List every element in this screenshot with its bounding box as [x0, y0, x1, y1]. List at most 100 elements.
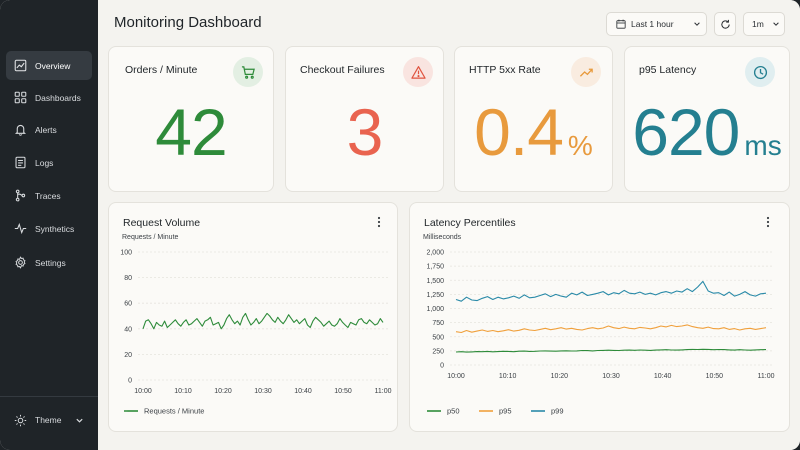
legend-label: Requests / Minute	[144, 407, 204, 416]
y-tick-label: 0	[440, 363, 444, 370]
y-tick-label: 20	[124, 352, 132, 359]
series-line-p99	[455, 280, 767, 302]
y-axis-label: Milliseconds	[423, 234, 462, 241]
x-tick-label: 10:10	[174, 388, 192, 395]
y-tick-label: 1,750	[426, 264, 444, 271]
stat-value: 0.4%	[455, 99, 612, 165]
pulse-icon	[14, 222, 27, 235]
sidebar-item-logs[interactable]: Logs	[6, 148, 92, 177]
y-tick-label: 60	[124, 301, 132, 308]
legend-label: p50	[447, 407, 460, 416]
x-tick-label: 10:40	[294, 388, 312, 395]
sidebar-item-label: Overview	[35, 60, 71, 71]
stat-value: 620 ms	[625, 99, 789, 165]
sidebar-item-label: Traces	[35, 190, 61, 201]
chevron-down-icon	[773, 22, 779, 26]
stat-number: 0.4	[474, 95, 564, 169]
cart-icon	[241, 65, 255, 79]
theme-label: Theme	[35, 415, 62, 425]
line-chart-icon	[14, 59, 27, 72]
stat-icon-badge	[571, 57, 601, 87]
sidebar-item-label: Dashboards	[35, 92, 81, 103]
chart-title: Latency Percentiles	[424, 217, 516, 229]
y-tick-label: 250	[432, 348, 444, 355]
x-tick-label: 10:30	[254, 388, 272, 395]
sidebar-item-alerts[interactable]: Alerts	[6, 115, 92, 144]
stat-card-orders: Orders / Minute 42	[108, 46, 274, 192]
interval-select[interactable]: 1m	[743, 12, 785, 36]
sidebar-item-label: Alerts	[35, 124, 57, 135]
y-tick-label: 40	[124, 326, 132, 333]
chevron-down-icon	[694, 22, 700, 26]
y-tick-label: 100	[120, 250, 132, 257]
latency-percentiles-card: Latency Percentiles	[409, 202, 790, 432]
refresh-button[interactable]	[714, 12, 736, 36]
x-tick-label: 10:50	[334, 388, 352, 395]
request-volume-card: Request Volume	[108, 202, 398, 432]
stat-icon-badge	[403, 57, 433, 87]
chart-title: Request Volume	[123, 217, 201, 229]
refresh-icon	[720, 19, 730, 29]
stat-icon-badge	[745, 57, 775, 87]
x-tick-label: 11:00	[758, 373, 775, 380]
sidebar-item-overview[interactable]: Overview	[6, 51, 92, 80]
time-range-label: Last 1 hour	[631, 19, 674, 29]
sidebar-item-label: Settings	[35, 257, 66, 268]
sun-icon	[14, 414, 27, 426]
sidebar-item-traces[interactable]: Traces	[6, 181, 92, 210]
legend-label: p95	[499, 407, 512, 416]
gear-icon	[15, 256, 26, 269]
request-volume-chart: Requests / Minute 0 20 40 60 80 100 10:00 10:10 1…	[120, 234, 775, 416]
x-tick-label: 10:20	[214, 388, 232, 395]
stat-card-http-5xx: HTTP 5xx Rate 0.4%	[454, 46, 613, 192]
interval-label: 1m	[752, 19, 764, 29]
x-tick-label: 10:10	[499, 373, 517, 380]
stat-number: 620	[632, 95, 740, 169]
theme-toggle[interactable]: Theme	[6, 407, 92, 433]
grid-icon	[14, 91, 27, 104]
y-tick-label: 80	[124, 275, 132, 282]
sidebar-item-label: Synthetics	[35, 223, 75, 234]
main-content: Monitoring Dashboard Last 1 hour 1m Orde…	[98, 0, 800, 450]
stat-title: Checkout Failures	[300, 64, 385, 76]
branch-icon	[15, 189, 26, 202]
y-tick-label: 1,000	[426, 306, 444, 313]
sidebar-item-label: Logs	[35, 157, 54, 168]
legend-label: p99	[551, 407, 564, 416]
calendar-icon	[616, 19, 626, 29]
y-tick-label: 500	[432, 334, 444, 341]
series-line-p50	[455, 348, 767, 353]
y-axis-label: Requests / Minute	[122, 234, 179, 241]
stat-number: 42	[155, 95, 227, 169]
x-tick-label: 10:40	[654, 373, 672, 380]
stat-title: p95 Latency	[639, 64, 697, 76]
stat-value: 3	[286, 99, 443, 165]
stat-card-p95-latency: p95 Latency 620 ms	[624, 46, 790, 192]
document-icon	[15, 156, 26, 169]
stat-icon-badge	[233, 57, 263, 87]
sidebar-divider	[0, 396, 98, 397]
sidebar-item-synthetics[interactable]: Synthetics	[6, 214, 92, 243]
stat-unit: %	[567, 130, 593, 161]
x-tick-label: 10:00	[447, 373, 465, 380]
more-options-icon[interactable]	[374, 215, 384, 229]
more-options-icon[interactable]	[763, 215, 773, 229]
trending-up-icon	[579, 68, 593, 77]
x-tick-label: 10:50	[706, 373, 724, 380]
sidebar-item-dashboards[interactable]: Dashboards	[6, 83, 92, 112]
series-line-p95	[455, 324, 767, 334]
clock-icon	[753, 65, 767, 79]
y-tick-label: 1,250	[426, 292, 444, 299]
x-tick-label: 10:20	[551, 373, 569, 380]
stat-title: Orders / Minute	[125, 64, 198, 76]
sidebar: Overview Dashboards Alerts Logs Traces S…	[0, 0, 98, 450]
chart-2-plot: Milliseconds 0 250 500 750 1,000 1,250 1,500 1,7…	[423, 234, 775, 416]
stat-title: HTTP 5xx Rate	[469, 64, 541, 76]
stat-card-checkout-failures: Checkout Failures 3	[285, 46, 444, 192]
bell-icon	[14, 124, 27, 136]
time-range-select[interactable]: Last 1 hour	[606, 12, 707, 36]
x-tick-label: 10:30	[602, 373, 620, 380]
chevron-down-icon	[76, 418, 83, 423]
sidebar-item-settings[interactable]: Settings	[6, 248, 92, 277]
